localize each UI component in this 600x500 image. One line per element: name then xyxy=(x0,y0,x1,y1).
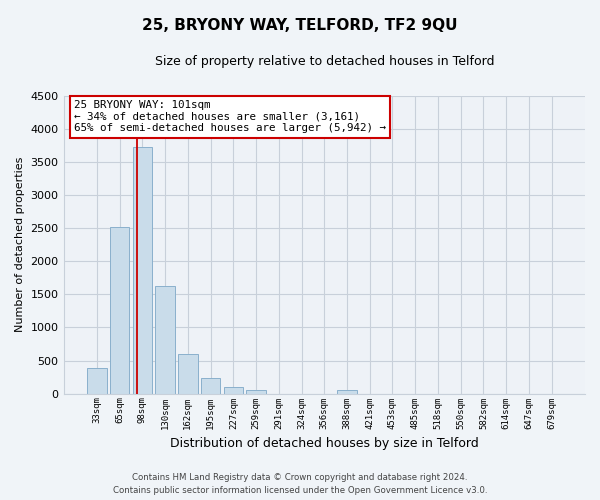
Title: Size of property relative to detached houses in Telford: Size of property relative to detached ho… xyxy=(155,55,494,68)
Text: 25 BRYONY WAY: 101sqm
← 34% of detached houses are smaller (3,161)
65% of semi-d: 25 BRYONY WAY: 101sqm ← 34% of detached … xyxy=(74,100,386,133)
Text: 25, BRYONY WAY, TELFORD, TF2 9QU: 25, BRYONY WAY, TELFORD, TF2 9QU xyxy=(142,18,458,32)
Bar xyxy=(247,390,266,394)
Bar xyxy=(87,368,107,394)
Bar xyxy=(178,354,197,394)
Bar xyxy=(155,286,175,394)
Bar xyxy=(337,390,356,394)
Y-axis label: Number of detached properties: Number of detached properties xyxy=(15,157,25,332)
Bar xyxy=(201,378,220,394)
Bar xyxy=(133,147,152,394)
Bar xyxy=(224,387,243,394)
Bar xyxy=(110,226,130,394)
X-axis label: Distribution of detached houses by size in Telford: Distribution of detached houses by size … xyxy=(170,437,479,450)
Text: Contains HM Land Registry data © Crown copyright and database right 2024.
Contai: Contains HM Land Registry data © Crown c… xyxy=(113,474,487,495)
